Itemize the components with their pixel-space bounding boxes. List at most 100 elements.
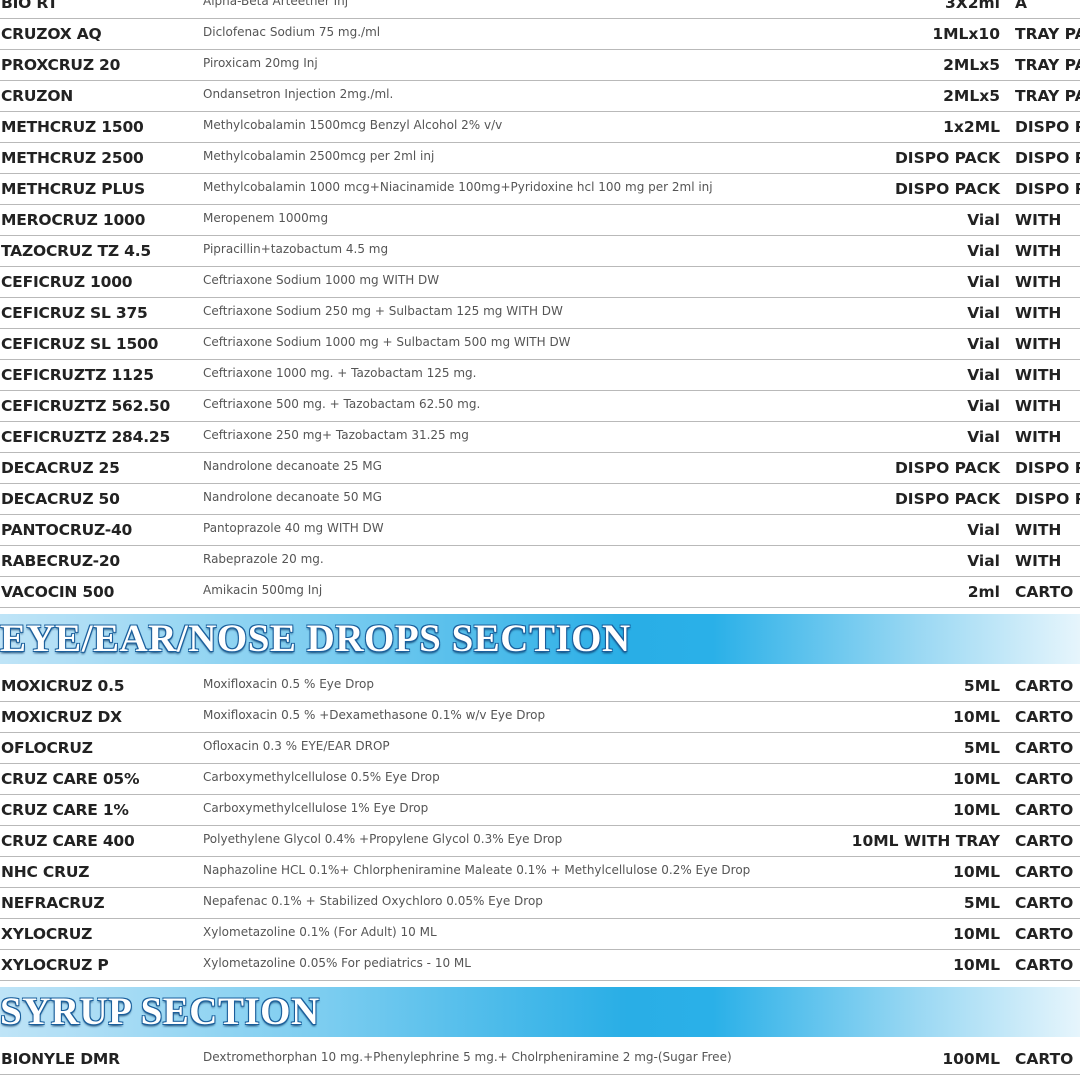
pack-size: Vial xyxy=(967,397,1000,415)
pack-size: 10ML xyxy=(953,801,1000,819)
packing: WITH xyxy=(1015,428,1062,446)
product-name: XYLOCRUZ P xyxy=(1,956,109,974)
pack-size: Vial xyxy=(967,428,1000,446)
product-row: XYLOCRUZ P Xylometazoline 0.05% For pedia… xyxy=(0,950,1080,981)
product-row: DECACRUZ 50 Nandrolone decanoate 50 MG DIS… xyxy=(0,484,1080,515)
composition: Xylometazoline 0.05% For pediatrics - 10… xyxy=(203,956,471,970)
pack-size: 100ML xyxy=(942,1050,1000,1068)
packing: DISPO PA xyxy=(1015,490,1080,508)
product-row: MEROCRUZ 1000 Meropenem 1000mg Vial WITH xyxy=(0,205,1080,236)
pack-size: 10ML xyxy=(953,708,1000,726)
product-name: MEROCRUZ 1000 xyxy=(1,211,146,229)
product-name: CEFICRUZTZ 1125 xyxy=(1,366,154,384)
packing: CARTO xyxy=(1015,863,1074,881)
packing: DISPO PA xyxy=(1015,118,1080,136)
composition: Ceftriaxone Sodium 250 mg + Sulbactam 12… xyxy=(203,304,563,318)
pack-size: 5ML xyxy=(963,739,1000,757)
product-row: NEFRACRUZ Nepafenac 0.1% + Stabilized Oxy… xyxy=(0,888,1080,919)
pack-size: Vial xyxy=(967,335,1000,353)
product-name: BIO RT xyxy=(1,0,58,12)
pack-size: DISPO PACK xyxy=(894,149,1000,167)
product-name: NEFRACRUZ xyxy=(1,894,105,912)
packing: WITH xyxy=(1015,397,1062,415)
product-row: CEFICRUZ 1000 Ceftriaxone Sodium 1000 mg … xyxy=(0,267,1080,298)
packing: TRAY PA xyxy=(1015,87,1080,105)
product-row: VACOCIN 500 Amikacin 500mg Inj 2ml CARTO xyxy=(0,577,1080,608)
pack-size: 2MLx5 xyxy=(943,56,1000,74)
composition: Pipracillin+tazobactum 4.5 mg xyxy=(203,242,389,256)
pack-size: DISPO PACK xyxy=(894,180,1000,198)
section-header: EYE/EAR/NOSE DROPS SECTION xyxy=(0,614,1080,664)
product-name: CEFICRUZ 1000 xyxy=(1,273,133,291)
composition: Ofloxacin 0.3 % EYE/EAR DROP xyxy=(203,739,390,753)
product-row: CEFICRUZTZ 284.25 Ceftriaxone 250 mg+ Taz… xyxy=(0,422,1080,453)
pack-size: 10ML xyxy=(953,956,1000,974)
packing: DISPO PA xyxy=(1015,180,1080,198)
composition: Moxifloxacin 0.5 % +Dexamethasone 0.1% w… xyxy=(203,708,546,722)
pack-size: Vial xyxy=(967,304,1000,322)
pack-size: Vial xyxy=(967,521,1000,539)
packing: WITH xyxy=(1015,366,1062,384)
composition: Carboxymethylcellulose 0.5% Eye Drop xyxy=(203,770,440,784)
product-row: METHCRUZ 2500 Methylcobalamin 2500mcg per… xyxy=(0,143,1080,174)
packing: CARTO xyxy=(1015,925,1074,943)
product-name: DECACRUZ 50 xyxy=(1,490,120,508)
product-name: CRUZ CARE 400 xyxy=(1,832,135,850)
pack-size: 5ML xyxy=(963,894,1000,912)
packing: WITH xyxy=(1015,552,1062,570)
product-row: MOXICRUZ DX Moxifloxacin 0.5 % +Dexametha… xyxy=(0,702,1080,733)
pack-size: 10ML xyxy=(953,925,1000,943)
composition: Nandrolone decanoate 25 MG xyxy=(203,459,382,473)
product-row: DECACRUZ 25 Nandrolone decanoate 25 MG DIS… xyxy=(0,453,1080,484)
section-header: SYRUP SECTION xyxy=(0,987,1080,1037)
pack-size: Vial xyxy=(967,273,1000,291)
packing: A xyxy=(1015,0,1027,12)
product-name: CEFICRUZTZ 284.25 xyxy=(1,428,171,446)
product-row: CEFICRUZTZ 562.50 Ceftriaxone 500 mg. + T… xyxy=(0,391,1080,422)
pack-size: 10ML WITH TRAY xyxy=(851,832,1000,850)
composition: Ceftriaxone Sodium 1000 mg WITH DW xyxy=(203,273,440,287)
pack-size: Vial xyxy=(967,211,1000,229)
product-name: CEFICRUZ SL 375 xyxy=(1,304,148,322)
composition: Carboxymethylcellulose 1% Eye Drop xyxy=(203,801,429,815)
composition: Methylcobalamin 1000 mcg+Niacinamide 100… xyxy=(203,180,713,194)
composition: Ceftriaxone 1000 mg. + Tazobactam 125 mg… xyxy=(203,366,477,380)
product-name: CRUZ CARE 1% xyxy=(1,801,129,819)
pack-size: 3X2ml xyxy=(945,0,1000,12)
composition: Dextromethorphan 10 mg.+Phenylephrine 5 … xyxy=(203,1050,732,1064)
packing: CARTO xyxy=(1015,708,1074,726)
composition: Ondansetron Injection 2mg./ml. xyxy=(203,87,394,101)
product-name: RABECRUZ-20 xyxy=(1,552,120,570)
packing: DISPO PA xyxy=(1015,459,1080,477)
product-row: CRUZON Ondansetron Injection 2mg./ml. 2MLx… xyxy=(0,81,1080,112)
pack-size: 1MLx10 xyxy=(932,25,1000,43)
packing: CARTO xyxy=(1015,583,1074,601)
pack-size: DISPO PACK xyxy=(894,490,1000,508)
composition: Moxifloxacin 0.5 % Eye Drop xyxy=(203,677,374,691)
product-row: METHCRUZ 1500 Methylcobalamin 1500mcg Ben… xyxy=(0,112,1080,143)
product-name: CRUZ CARE 05% xyxy=(1,770,140,788)
composition: Alpha-Beta Arteether Inj xyxy=(203,0,349,8)
pack-size: Vial xyxy=(967,366,1000,384)
product-row: METHCRUZ PLUS Methylcobalamin 1000 mcg+Ni… xyxy=(0,174,1080,205)
product-name: METHCRUZ 2500 xyxy=(1,149,144,167)
packing: CARTO xyxy=(1015,894,1074,912)
packing: TRAY PA xyxy=(1015,56,1080,74)
composition: Pantoprazole 40 mg WITH DW xyxy=(203,521,384,535)
composition: Methylcobalamin 1500mcg Benzyl Alcohol 2… xyxy=(203,118,503,132)
packing: CARTO xyxy=(1015,677,1074,695)
product-name: METHCRUZ PLUS xyxy=(1,180,145,198)
pack-size: 10ML xyxy=(953,770,1000,788)
pack-size: 10ML xyxy=(953,863,1000,881)
product-name: TAZOCRUZ TZ 4.5 xyxy=(1,242,151,260)
pack-size: 1x2ML xyxy=(943,118,1000,136)
composition: Amikacin 500mg Inj xyxy=(203,583,323,597)
packing: WITH xyxy=(1015,273,1062,291)
composition: Meropenem 1000mg xyxy=(203,211,329,225)
product-row: CEFICRUZ SL 1500 Ceftriaxone Sodium 1000 … xyxy=(0,329,1080,360)
packing: TRAY PA xyxy=(1015,25,1080,43)
product-name: VACOCIN 500 xyxy=(1,583,115,601)
composition: Rabeprazole 20 mg. xyxy=(203,552,324,566)
composition: Diclofenac Sodium 75 mg./ml xyxy=(203,25,381,39)
composition: Xylometazoline 0.1% (For Adult) 10 ML xyxy=(203,925,437,939)
